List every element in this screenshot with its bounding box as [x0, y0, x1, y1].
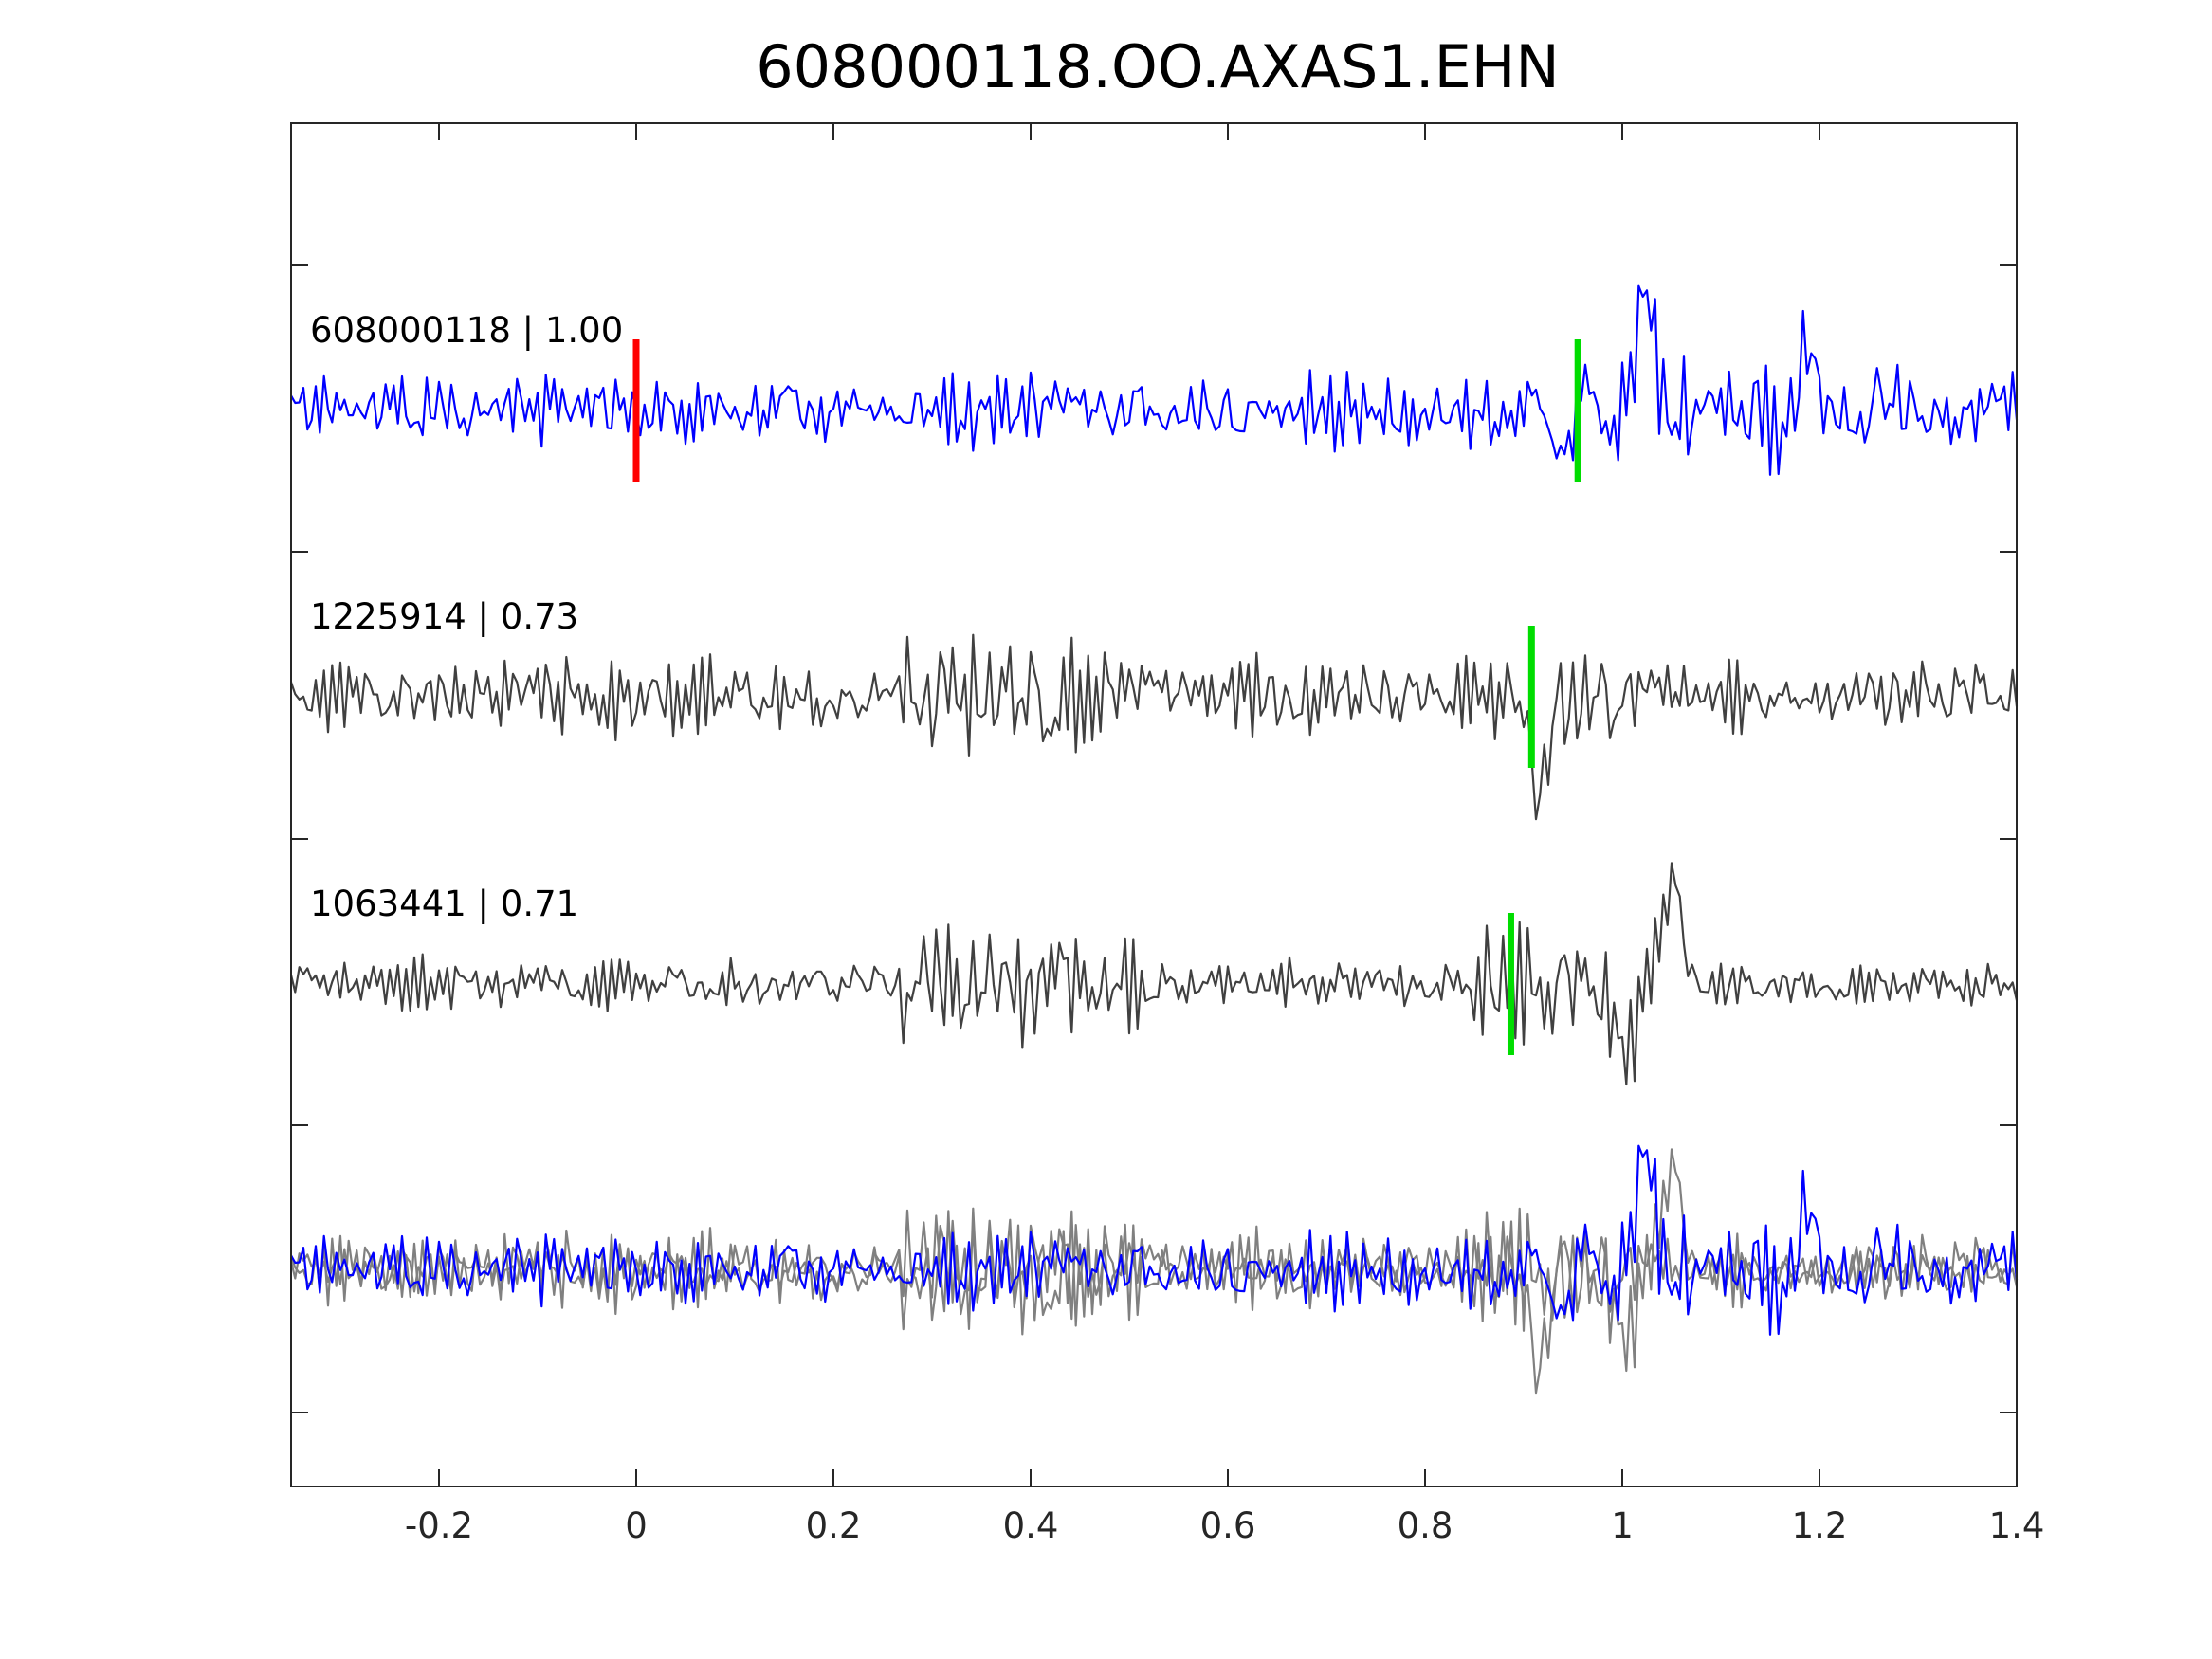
x-tick-label-8: 1.2 [1792, 1505, 1848, 1546]
x-tick-label-1: -0.2 [405, 1505, 473, 1546]
x-tick-label-2: 0 [625, 1505, 648, 1546]
overlay-line-2 [289, 1207, 2019, 1395]
trace-label-2: 1225914 | 0.73 [310, 596, 578, 637]
trace-line-1 [290, 284, 2019, 476]
trace-label-1: 608000118 | 1.00 [310, 310, 623, 351]
axes-frame [290, 122, 2018, 1487]
plot-area: 608000118 | 1.00 1225914 | 0.73 1063441 | … [289, 284, 2019, 1395]
x-tick-label-5: 0.6 [1200, 1505, 1256, 1546]
x-tick-label-9: 1.4 [1989, 1505, 2045, 1546]
trace-line-2 [289, 633, 2019, 821]
x-tick-label-7: 1 [1611, 1505, 1634, 1546]
trace-line-3 [289, 862, 2019, 1086]
chart-title: 608000118.OO.AXAS1.EHN [756, 32, 1560, 101]
overlay-line-3 [289, 1148, 2019, 1373]
trace-label-3: 1063441 | 0.71 [310, 884, 578, 924]
x-tick-labels: -0.2 0 0.2 0.4 0.6 0.8 1 1.2 1.4 [405, 1505, 2045, 1546]
overlay-line-1 [290, 1144, 2019, 1336]
x-tick-label-4: 0.4 [1003, 1505, 1059, 1546]
x-tick-label-3: 0.2 [806, 1505, 862, 1546]
axes-box [290, 122, 2018, 1487]
x-tick-label-6: 0.8 [1398, 1505, 1453, 1546]
